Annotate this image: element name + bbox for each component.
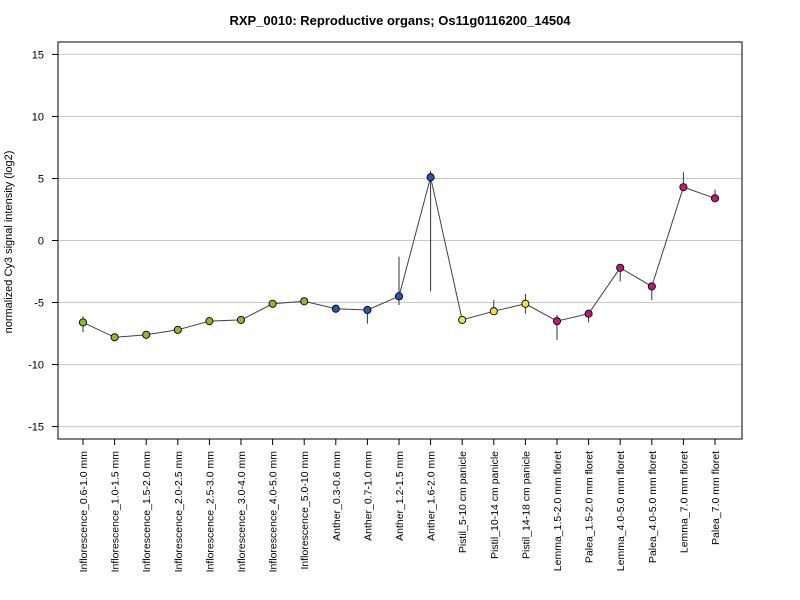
y-tick-label: 0 bbox=[38, 236, 44, 248]
y-axis: -15 -10 -5 0 5 10 15 bbox=[28, 49, 58, 434]
x-tick-label: Inflorescence_1.5-2.0 mm bbox=[141, 451, 153, 573]
data-point bbox=[236, 315, 246, 324]
x-tick-label: Anther_1.6-2.0 mm bbox=[426, 451, 438, 541]
x-tick-label: Inflorescence_2.0-2.5 mm bbox=[173, 451, 185, 573]
y-tick-label: -5 bbox=[34, 298, 44, 310]
data-point bbox=[647, 282, 656, 291]
y-tick-label: 5 bbox=[38, 173, 44, 185]
data-point bbox=[552, 317, 562, 326]
chart-title: RXP_0010: Reproductive organs; Os11g0116… bbox=[229, 13, 571, 28]
data-point bbox=[205, 317, 214, 326]
series bbox=[78, 171, 720, 342]
data-point bbox=[300, 297, 309, 306]
x-tick-label: Inflorescence_3.0-4.0 mm bbox=[236, 451, 248, 573]
x-tick-label: Anther_0.7-1.0 mm bbox=[362, 451, 374, 541]
data-point bbox=[173, 325, 182, 334]
x-tick-label: Inflorescence_2.5-3.0 mm bbox=[204, 451, 216, 573]
x-tick-label: Lemma_1.5-2.0 mm floret bbox=[552, 451, 564, 571]
data-point bbox=[616, 263, 625, 272]
x-tick-label: Anther_1.2-1.5 mm bbox=[394, 451, 406, 541]
data-point bbox=[679, 183, 688, 192]
data-point bbox=[78, 318, 88, 327]
data-point bbox=[710, 194, 720, 203]
x-tick-label: Palea_4.0-5.0 mm floret bbox=[647, 451, 659, 563]
x-tick-label: Inflorescence_1.0-1.5 mm bbox=[110, 451, 122, 573]
y-tick-label: 10 bbox=[32, 111, 44, 123]
data-point bbox=[489, 307, 498, 316]
y-tick-label: -10 bbox=[28, 360, 44, 372]
data-point bbox=[584, 309, 593, 318]
data-point bbox=[110, 333, 119, 342]
data-point bbox=[363, 305, 372, 315]
x-axis: Inflorescence_0.6-1.0 mm Inflorescence_1.… bbox=[78, 439, 722, 572]
x-tick-label: Pistil_5-10 cm panicle bbox=[457, 451, 469, 553]
x-tick-label: Lemma_7.0 mm floret bbox=[678, 451, 690, 553]
y-axis-label: normalized Cy3 signal intensity (log2) bbox=[3, 151, 15, 334]
x-tick-label: Palea_1.5-2.0 mm floret bbox=[584, 451, 596, 563]
y-tick-label: 15 bbox=[32, 49, 44, 61]
data-point bbox=[394, 292, 404, 301]
x-tick-label: Inflorescence_4.0-5.0 mm bbox=[268, 451, 280, 573]
y-tick-label: -15 bbox=[28, 422, 44, 434]
grid-lines bbox=[58, 53, 742, 428]
data-point bbox=[268, 299, 277, 308]
data-point bbox=[426, 173, 435, 182]
x-tick-label: Anther_0.3-0.6 mm bbox=[331, 451, 343, 541]
x-tick-label: Pistil_10-14 cm panicle bbox=[489, 451, 501, 559]
data-point bbox=[142, 330, 151, 339]
x-tick-label: Pistil_14-18 cm panicle bbox=[520, 451, 532, 559]
x-tick-label: Palea_7.0 mm floret bbox=[710, 451, 722, 545]
x-tick-label: Lemma_4.0-5.0 mm floret bbox=[615, 451, 627, 571]
x-tick-label: Inflorescence_0.6-1.0 mm bbox=[78, 451, 90, 573]
data-point bbox=[331, 304, 340, 313]
data-point bbox=[521, 299, 530, 308]
data-point bbox=[458, 315, 467, 324]
x-tick-label: Inflorescence_5.0-10 mm bbox=[299, 451, 311, 570]
